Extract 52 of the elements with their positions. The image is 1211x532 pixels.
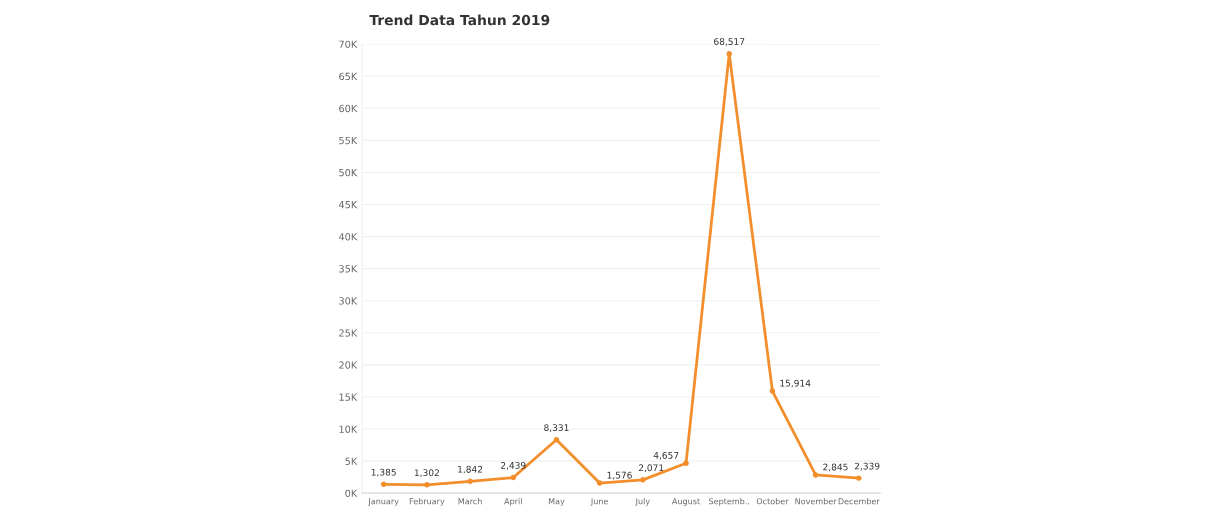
point bbox=[553, 436, 560, 443]
y-tick-label: 30K bbox=[339, 297, 358, 305]
x-tick-label: November bbox=[795, 498, 837, 505]
point bbox=[769, 388, 776, 394]
point bbox=[683, 460, 689, 467]
data-label: 1,385 bbox=[371, 468, 396, 477]
point bbox=[510, 474, 517, 481]
x-tick-label: August bbox=[672, 498, 700, 506]
point bbox=[380, 481, 387, 488]
x-tick-label: April bbox=[504, 498, 522, 506]
y-tick-label: 45K bbox=[338, 201, 358, 209]
y-tick-label: 25K bbox=[339, 329, 358, 337]
x-tick-label: March bbox=[458, 498, 482, 505]
y-tick-label: 0K bbox=[345, 489, 358, 497]
data-label: 2,439 bbox=[501, 462, 526, 470]
point bbox=[424, 482, 430, 488]
data-label: 2,071 bbox=[638, 464, 664, 473]
chart-title: Trend Data Tahun 2019 bbox=[369, 14, 550, 26]
y-tick-label: 60K bbox=[339, 104, 358, 113]
point bbox=[812, 472, 819, 478]
x-tick-label: July bbox=[635, 498, 650, 506]
data-label: 8,331 bbox=[544, 424, 569, 432]
x-tick-label: Septemb.. bbox=[709, 498, 750, 506]
x-tick-label: May bbox=[548, 498, 565, 506]
point bbox=[640, 477, 646, 483]
y-tick-label: 10K bbox=[339, 425, 358, 433]
data-label: 2,845 bbox=[823, 463, 848, 472]
data-label: 1,842 bbox=[458, 465, 483, 474]
x-tick-label: June bbox=[590, 498, 608, 506]
y-tick-label: 50K bbox=[339, 168, 358, 177]
y-tick-label: 40K bbox=[338, 233, 358, 241]
x-tick-label: February bbox=[409, 498, 445, 506]
y-tick-label: 15K bbox=[339, 393, 358, 401]
y-tick-label: 55K bbox=[339, 136, 358, 145]
y-tick-label: 5K bbox=[345, 457, 358, 465]
data-label: 68,517 bbox=[714, 38, 745, 46]
data-label: 1,576 bbox=[607, 471, 632, 480]
data-label: 4,657 bbox=[653, 451, 679, 460]
y-tick-label: 65K bbox=[339, 72, 358, 81]
y-tick-label: 70K bbox=[339, 40, 358, 48]
y-tick-label: 35K bbox=[339, 265, 358, 273]
data-label: 1,302 bbox=[414, 469, 439, 478]
y-tick-label: 20K bbox=[339, 361, 358, 369]
point bbox=[856, 475, 862, 481]
data-label: 15,914 bbox=[780, 379, 811, 388]
x-tick-label: December bbox=[838, 498, 880, 505]
x-tick-label: October bbox=[756, 498, 789, 505]
point bbox=[467, 478, 473, 485]
point bbox=[726, 50, 732, 57]
data-label: 2,339 bbox=[854, 462, 880, 471]
point bbox=[596, 480, 603, 486]
x-tick-label: January bbox=[368, 498, 399, 506]
